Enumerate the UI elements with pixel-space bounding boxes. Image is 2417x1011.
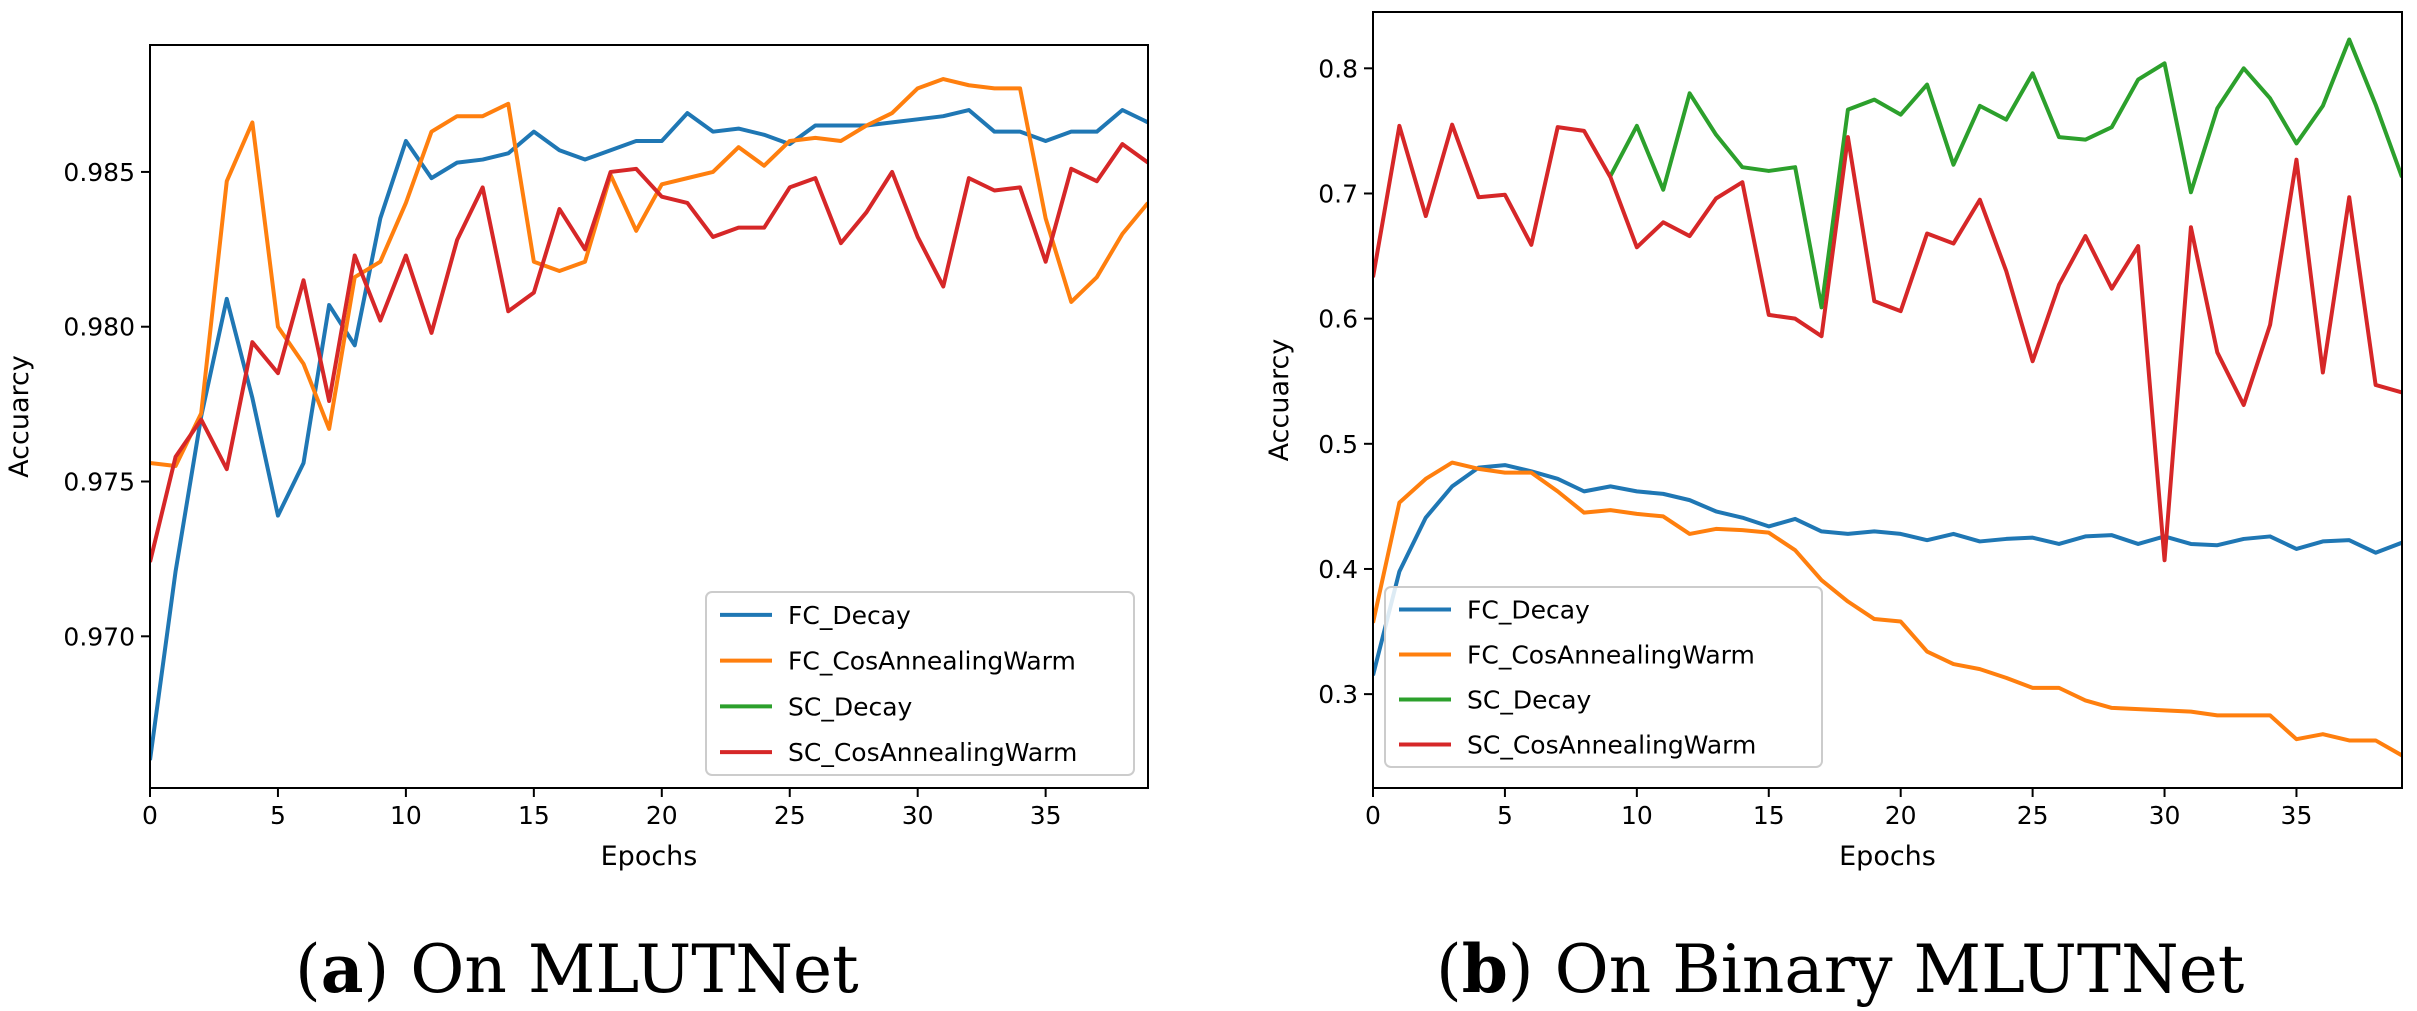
x-tick-label: 30 <box>2149 801 2181 830</box>
legend-label-FC_CosAnnealingWarm: FC_CosAnnealingWarm <box>788 647 1076 676</box>
y-tick-label: 0.975 <box>63 468 135 497</box>
legend: FC_Decay FC_CosAnnealingWarm SC_Decay SC_Co… <box>1384 586 1823 768</box>
x-tick-label: 5 <box>270 801 286 830</box>
legend-box <box>705 591 1135 776</box>
y-tick-label: 0.6 <box>1318 305 1358 334</box>
x-tick-label: 15 <box>518 801 550 830</box>
series-line-SC_CosAnnealingWarm <box>150 142 1148 563</box>
y-tick-label: 0.7 <box>1318 179 1358 208</box>
series-line-FC_Decay <box>150 108 1148 761</box>
x-axis-label: Epochs <box>601 841 698 872</box>
x-tick-label: 35 <box>2281 801 2313 830</box>
legend-box <box>1384 586 1823 768</box>
y-tick-label: 0.5 <box>1318 430 1358 459</box>
y-tick-label: 0.3 <box>1318 680 1358 709</box>
legend: FC_Decay FC_CosAnnealingWarm SC_Decay SC_Co… <box>705 591 1135 776</box>
x-tick-label: 0 <box>1365 801 1381 830</box>
x-tick-label: 25 <box>774 801 806 830</box>
x-tick-label: 35 <box>1030 801 1062 830</box>
series-line-FC_CosAnnealingWarm <box>150 77 1148 469</box>
axes-frame <box>1372 11 2403 789</box>
chart-panel-b: 0 5 10 15 20 25 30 35 0.3 0.4 0.5 0.6 0.7 0.8 Epochs Ac… <box>1264 11 2403 872</box>
x-tick-label: 30 <box>902 801 934 830</box>
x-tick-label: 10 <box>1621 801 1653 830</box>
y-tick-label: 0.4 <box>1318 555 1358 584</box>
series-line-FC_Decay <box>1373 463 2402 676</box>
caption-b: (b) On Binary MLUTNet <box>1436 930 2244 1008</box>
y-tick-label: 0.985 <box>63 158 135 187</box>
caption-a: (a) On MLUTNet <box>295 930 859 1008</box>
y-tick-label: 0.8 <box>1318 54 1358 83</box>
x-tick-label: 15 <box>1753 801 1785 830</box>
y-tick-label: 0.970 <box>63 622 135 651</box>
y-axis-label: Accuarcy <box>1264 339 1295 462</box>
x-tick-label: 20 <box>1885 801 1917 830</box>
y-axis-label: Accuarcy <box>4 355 35 478</box>
legend-label-SC_Decay: SC_Decay <box>788 692 913 721</box>
y-tick-label: 0.980 <box>63 313 135 342</box>
legend-label-SC_Decay: SC_Decay <box>1467 686 1592 715</box>
x-tick-label: 10 <box>390 801 422 830</box>
legend-label-SC_CosAnnealingWarm: SC_CosAnnealingWarm <box>788 738 1077 767</box>
series-line-FC_CosAnnealingWarm <box>1373 460 2402 758</box>
chart-panel-a: 0 5 10 15 20 25 30 35 0.970 0.975 0.980 0.985 Epochs… <box>4 44 1149 872</box>
x-tick-label: 5 <box>1497 801 1513 830</box>
x-axis-label: Epochs <box>1839 841 1936 872</box>
x-tick-label: 0 <box>142 801 158 830</box>
x-tick-label: 25 <box>2017 801 2049 830</box>
axes-frame <box>149 44 1149 789</box>
series-line-SC_Decay <box>1608 37 2402 310</box>
legend-label-FC_CosAnnealingWarm: FC_CosAnnealingWarm <box>1467 641 1755 670</box>
series-line-SC_CosAnnealingWarm <box>1373 122 2402 563</box>
legend-label-FC_Decay: FC_Decay <box>788 601 911 630</box>
legend-label-SC_CosAnnealingWarm: SC_CosAnnealingWarm <box>1467 731 1756 760</box>
legend-label-FC_Decay: FC_Decay <box>1467 596 1590 625</box>
x-tick-label: 20 <box>646 801 678 830</box>
